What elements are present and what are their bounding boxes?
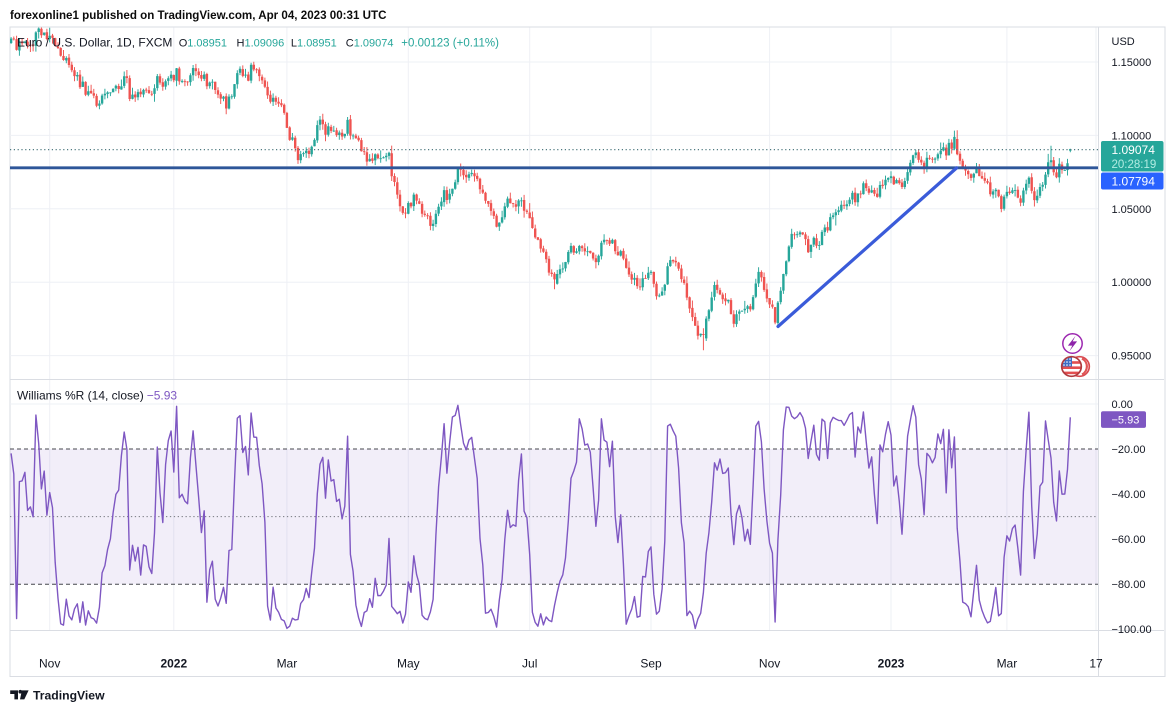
svg-text:May: May: [397, 657, 420, 671]
svg-text:1.10000: 1.10000: [1112, 130, 1152, 142]
svg-text:−100.00: −100.00: [1112, 624, 1152, 636]
svg-text:20:28:19: 20:28:19: [1112, 159, 1157, 171]
svg-text:+0.00123 (+0.11%): +0.00123 (+0.11%): [401, 38, 499, 50]
svg-text:−5.93: −5.93: [1112, 414, 1140, 426]
svg-text:Mar: Mar: [277, 657, 298, 671]
svg-text:2022: 2022: [160, 657, 187, 671]
svg-text:Sep: Sep: [640, 657, 662, 671]
svg-text:Mar: Mar: [997, 657, 1018, 671]
svg-text:Euro / U.S. Dollar, 1D, FXCM: Euro / U.S. Dollar, 1D, FXCM: [17, 36, 172, 50]
svg-text:−60.00: −60.00: [1112, 534, 1146, 546]
svg-text:1.07794: 1.07794: [1112, 174, 1156, 188]
svg-text:1.05000: 1.05000: [1112, 204, 1152, 216]
svg-text:1.00000: 1.00000: [1112, 277, 1152, 289]
svg-text:Nov: Nov: [39, 657, 60, 671]
svg-text:−20.00: −20.00: [1112, 444, 1146, 456]
svg-text:C1.09074: C1.09074: [346, 38, 394, 50]
svg-text:1.09074: 1.09074: [1112, 143, 1156, 157]
svg-text:H1.09096: H1.09096: [237, 38, 285, 50]
svg-text:17: 17: [1089, 657, 1103, 671]
svg-text:forexonline1 published on Trad: forexonline1 published on TradingView.co…: [10, 9, 387, 22]
svg-text:Williams %R (14, close): Williams %R (14, close): [17, 389, 144, 403]
svg-text:−5.93: −5.93: [147, 389, 178, 403]
svg-text:USD: USD: [1112, 36, 1135, 48]
svg-text:Jul: Jul: [522, 657, 537, 671]
svg-text:0.00: 0.00: [1112, 399, 1133, 411]
svg-text:1.15000: 1.15000: [1112, 57, 1152, 69]
svg-text:−40.00: −40.00: [1112, 489, 1146, 501]
svg-text:−80.00: −80.00: [1112, 579, 1146, 591]
svg-text:Nov: Nov: [759, 657, 780, 671]
svg-text:O1.08951: O1.08951: [179, 38, 227, 50]
svg-text:L1.08951: L1.08951: [291, 38, 337, 50]
svg-text:0.95000: 0.95000: [1112, 351, 1152, 363]
svg-text:2023: 2023: [878, 657, 905, 671]
svg-text:TradingView: TradingView: [33, 688, 105, 702]
